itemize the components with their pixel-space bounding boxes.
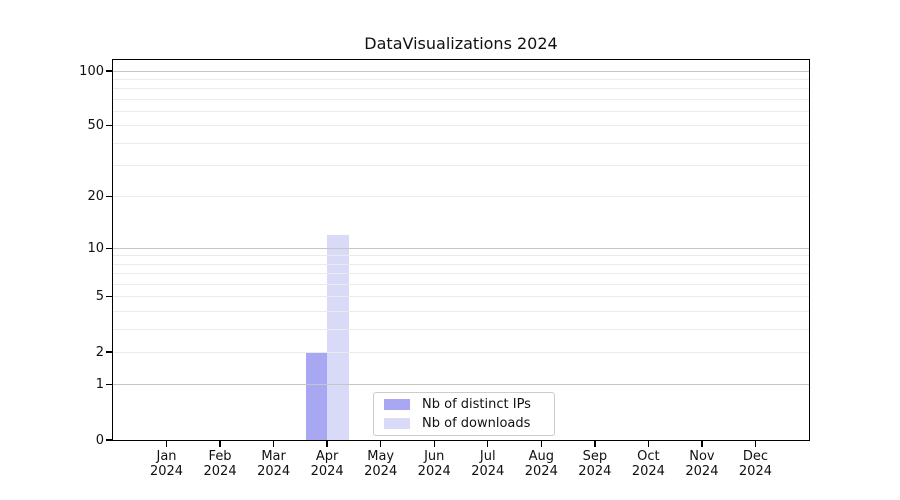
x-tick-year: 2024	[310, 464, 344, 479]
x-tick-month: May	[367, 449, 395, 464]
gridline-minor	[113, 88, 809, 90]
x-tick-mark	[754, 441, 757, 447]
y-tick-mark	[106, 351, 112, 353]
y-tick-mark	[106, 195, 112, 198]
x-tick-label: Jan 2024	[135, 449, 199, 479]
y-tick-label: 20	[87, 189, 104, 205]
gridline-minor	[113, 328, 809, 330]
x-tick-year: 2024	[203, 464, 237, 479]
plot-area	[112, 59, 810, 441]
y-tick-mark	[106, 383, 112, 386]
x-tick-mark	[326, 441, 328, 447]
x-tick-mark	[165, 441, 168, 447]
gridline-minor	[113, 125, 809, 127]
gridline-minor	[113, 255, 809, 257]
x-tick-mark	[540, 441, 542, 447]
y-tick-label: 100	[79, 63, 104, 79]
chart-title: DataVisualizations 2024	[364, 34, 558, 53]
x-tick-month: Jan	[156, 449, 177, 464]
x-tick-mark	[701, 441, 703, 447]
gridline-minor	[113, 164, 809, 166]
x-tick-month: Sep	[582, 449, 608, 464]
x-tick-month: Jun	[424, 449, 445, 464]
gridline-minor	[113, 351, 809, 353]
x-tick-month: Nov	[689, 449, 715, 464]
x-tick-label: Dec 2024	[723, 449, 787, 479]
gridline-minor	[113, 110, 809, 112]
y-tick-mark	[106, 439, 112, 441]
gridline-minor	[113, 283, 809, 285]
y-tick-label: 0	[95, 432, 104, 448]
gridline-minor	[113, 196, 809, 198]
gridline-minor	[113, 273, 809, 275]
y-tick-label: 2	[95, 344, 104, 360]
legend-swatch-downloads	[384, 418, 410, 429]
gridline-minor	[113, 78, 809, 80]
x-tick-mark	[647, 441, 650, 447]
legend-row: Nb of distinct IPs	[374, 397, 554, 412]
x-tick-year: 2024	[631, 464, 665, 479]
legend-swatch-distinct-ips	[384, 399, 410, 410]
x-tick-mark	[272, 441, 275, 447]
y-tick-mark	[106, 296, 112, 298]
x-tick-label: Oct 2024	[616, 449, 680, 479]
x-tick-label: Aug 2024	[509, 449, 573, 479]
y-tick-label: 1	[95, 377, 104, 393]
x-tick-month: Dec	[742, 449, 769, 464]
gridline-major	[113, 247, 809, 249]
x-tick-label: Apr 2024	[295, 449, 359, 479]
gridline-major	[113, 384, 809, 386]
x-tick-label: Nov 2024	[670, 449, 734, 479]
x-tick-month: Jul	[479, 449, 496, 464]
x-tick-month: Aug	[528, 449, 554, 464]
x-tick-year: 2024	[364, 464, 398, 479]
x-tick-year: 2024	[257, 464, 291, 479]
legend-row: Nb of downloads	[374, 416, 554, 431]
x-tick-year: 2024	[417, 464, 451, 479]
x-tick-month: Apr	[315, 449, 339, 464]
x-tick-month: Oct	[637, 449, 660, 464]
x-tick-year: 2024	[578, 464, 612, 479]
gridline-major	[113, 70, 809, 72]
x-tick-mark	[219, 441, 221, 447]
gridline-minor	[113, 263, 809, 265]
bar-nb-of-distinct-ips	[305, 352, 328, 440]
y-tick-label: 5	[95, 289, 104, 305]
gridline-minor	[113, 310, 809, 312]
legend: Nb of distinct IPs Nb of downloads	[373, 392, 555, 436]
x-tick-label: Jul 2024	[456, 449, 520, 479]
legend-label-downloads: Nb of downloads	[422, 415, 531, 431]
x-tick-label: May 2024	[349, 449, 413, 479]
x-tick-label: Sep 2024	[563, 449, 627, 479]
x-tick-month: Mar	[261, 449, 286, 464]
x-tick-year: 2024	[524, 464, 558, 479]
gridline-minor	[113, 142, 809, 144]
y-tick-mark	[106, 247, 112, 249]
x-tick-mark	[487, 441, 489, 447]
y-tick-label: 50	[87, 118, 104, 134]
gridline-minor	[113, 98, 809, 100]
x-tick-year: 2024	[685, 464, 719, 479]
y-tick-label: 10	[87, 240, 104, 256]
x-tick-mark	[379, 441, 382, 447]
x-tick-label: Jun 2024	[402, 449, 466, 479]
legend-label-distinct-ips: Nb of distinct IPs	[422, 396, 531, 412]
y-tick-mark	[106, 124, 112, 127]
x-tick-mark	[594, 441, 596, 447]
x-tick-year: 2024	[149, 464, 184, 479]
x-tick-label: Mar 2024	[242, 449, 306, 479]
x-tick-month: Feb	[208, 449, 232, 464]
x-tick-mark	[433, 441, 435, 447]
y-tick-mark	[106, 70, 112, 72]
x-tick-year: 2024	[471, 464, 505, 479]
gridline-minor	[113, 296, 809, 298]
x-tick-label: Feb 2024	[188, 449, 252, 479]
x-tick-year: 2024	[738, 464, 772, 479]
bar-nb-of-downloads	[327, 234, 349, 440]
